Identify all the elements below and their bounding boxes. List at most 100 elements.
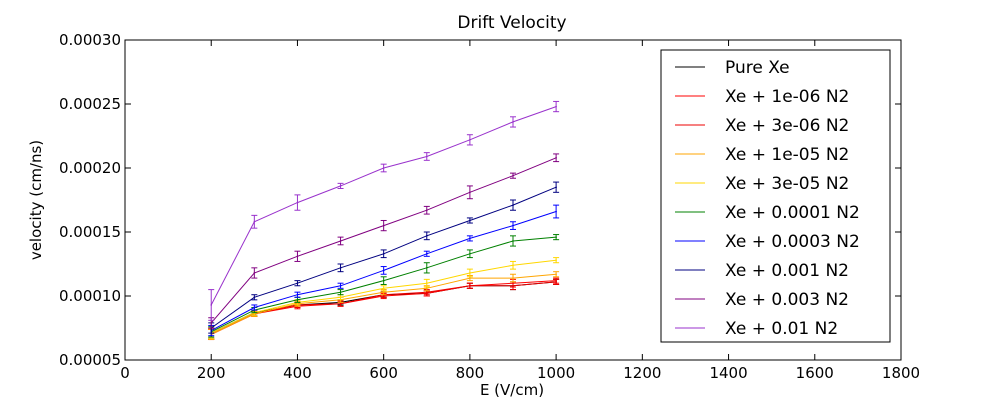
y-axis-label: velocity (cm/ns) <box>27 140 45 260</box>
x-tick-label: 1000 <box>537 364 575 382</box>
data-point <box>425 155 428 158</box>
data-point <box>382 167 385 169</box>
y-tick-label: 0.00005 <box>59 351 121 369</box>
legend-item: Xe + 0.0001 N2 <box>675 203 860 223</box>
legend-label: Xe + 0.01 N2 <box>725 319 838 339</box>
data-point <box>512 121 514 123</box>
data-point <box>382 252 385 255</box>
x-axis-ticks: 0 200 400 600 800 1000 1200 1400 1600 1800 <box>120 40 920 382</box>
data-point <box>425 282 428 285</box>
data-point <box>425 291 428 293</box>
data-point <box>512 204 514 206</box>
legend-item: Xe + 0.001 N2 <box>675 261 849 281</box>
data-point <box>512 174 514 177</box>
data-point <box>555 156 557 159</box>
x-tick-label: 1200 <box>623 364 661 382</box>
data-point <box>253 220 256 223</box>
series-layer <box>208 100 560 341</box>
data-point <box>425 252 428 255</box>
data-point <box>425 267 428 269</box>
y-tick-label: 0.00030 <box>59 31 121 49</box>
legend-label: Xe + 1e-05 N2 <box>725 145 849 165</box>
data-point <box>469 139 471 141</box>
data-point <box>469 272 471 274</box>
x-tick-label: 1400 <box>709 364 747 382</box>
data-point <box>296 255 299 258</box>
series-6 <box>208 204 560 337</box>
legend-item: Xe + 0.003 N2 <box>675 290 849 310</box>
legend-label: Xe + 0.0003 N2 <box>725 232 860 252</box>
data-point <box>555 273 557 276</box>
data-point <box>555 186 557 188</box>
legend-label: Pure Xe <box>725 58 790 78</box>
series-5 <box>208 234 560 338</box>
series-9 <box>208 100 560 321</box>
x-axis-label: E (V/cm) <box>480 381 544 399</box>
legend-item: Xe + 3e-06 N2 <box>675 116 849 136</box>
x-tick-label: 600 <box>369 364 398 382</box>
data-point <box>253 306 256 309</box>
data-point <box>339 302 342 305</box>
data-point <box>382 224 385 227</box>
data-point <box>339 291 342 293</box>
legend-item: Pure Xe <box>675 58 790 78</box>
data-point <box>210 304 213 306</box>
data-point <box>425 235 428 237</box>
data-point <box>339 284 342 287</box>
data-point <box>425 209 428 212</box>
legend-label: Xe + 0.003 N2 <box>725 290 849 310</box>
y-tick-label: 0.00010 <box>59 287 121 305</box>
data-point <box>512 277 514 279</box>
data-point <box>512 240 514 242</box>
data-point <box>382 291 385 293</box>
data-point <box>469 191 471 194</box>
legend-label: Xe + 0.0001 N2 <box>725 203 860 223</box>
data-point <box>296 282 299 285</box>
data-point <box>469 252 471 255</box>
data-point <box>469 284 471 287</box>
y-axis-ticks: 0.00005 0.00010 0.00015 0.00020 0.00025 0.000… <box>59 31 901 369</box>
x-tick-label: 800 <box>456 364 485 382</box>
x-tick-label: 400 <box>283 364 312 382</box>
series-8 <box>208 153 560 329</box>
data-point <box>296 201 299 204</box>
data-point <box>382 287 385 290</box>
legend-item: Xe + 3e-05 N2 <box>675 174 849 194</box>
legend-item: Xe + 1e-05 N2 <box>675 145 849 165</box>
y-tick-label: 0.00025 <box>59 95 121 113</box>
data-point <box>469 237 471 240</box>
legend: Pure Xe Xe + 1e-06 N2 Xe + 3e-06 N2 Xe + 1e… <box>660 49 891 343</box>
x-tick-label: 0 <box>120 364 130 382</box>
data-point <box>253 272 256 274</box>
legend-box <box>660 49 891 343</box>
y-tick-label: 0.00015 <box>59 223 121 241</box>
data-point <box>469 219 471 222</box>
data-point <box>555 105 557 108</box>
data-point <box>296 293 299 296</box>
x-tick-label: 1800 <box>882 364 920 382</box>
x-tick-label: 1600 <box>796 364 834 382</box>
data-point <box>555 210 557 213</box>
chart-title: Drift Velocity <box>457 13 566 33</box>
y-tick-label: 0.00020 <box>59 159 121 177</box>
data-point <box>210 322 213 324</box>
legend-label: Xe + 0.001 N2 <box>725 261 849 281</box>
data-point <box>512 264 514 267</box>
legend-item: Xe + 0.0003 N2 <box>675 232 860 252</box>
data-point <box>296 299 299 301</box>
data-point <box>555 236 557 238</box>
data-point <box>512 284 514 287</box>
data-point <box>469 277 471 279</box>
data-point <box>382 269 385 272</box>
data-point <box>339 240 342 242</box>
legend-item: Xe + 0.01 N2 <box>675 319 838 339</box>
legend-item: Xe + 1e-06 N2 <box>675 87 849 107</box>
data-point <box>253 296 256 299</box>
data-point <box>382 279 385 282</box>
data-point <box>339 185 342 187</box>
legend-label: Xe + 1e-06 N2 <box>725 87 849 107</box>
data-point <box>512 224 514 227</box>
data-point <box>425 287 428 290</box>
data-point <box>555 281 557 283</box>
